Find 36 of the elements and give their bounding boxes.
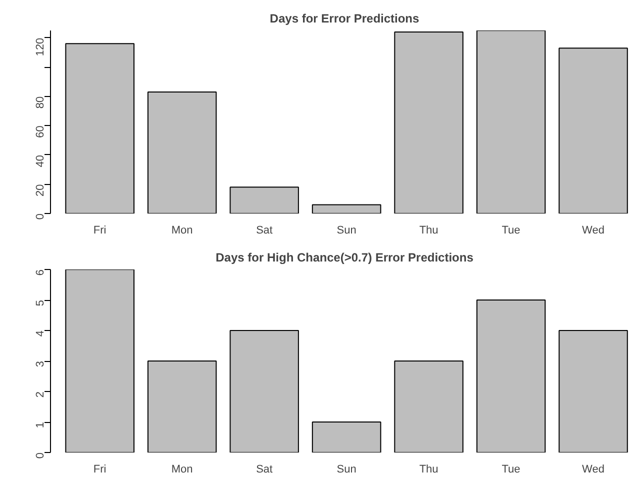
y-tick-label: 0 (34, 452, 46, 459)
bar (312, 422, 382, 452)
bar (230, 330, 299, 452)
x-tick-label: Thu (419, 464, 438, 476)
bar (476, 300, 546, 452)
y-tick-label: 40 (34, 154, 46, 168)
x-tick-label: Wed (582, 224, 604, 236)
bar (394, 360, 464, 452)
y-tick-label: 4 (34, 330, 46, 337)
y-tick-label: 120 (34, 38, 46, 56)
x-tick-label: Tue (502, 224, 520, 236)
x-tick-label: Fri (93, 224, 106, 236)
chart-title: Days for Error Predictions (270, 12, 420, 26)
y-tick-label: 1 (34, 422, 46, 428)
x-tick-label: Sat (256, 224, 273, 236)
y-tick-label: 20 (34, 184, 46, 196)
bar (147, 360, 217, 452)
bar (65, 270, 134, 452)
x-tick-label: Sun (336, 224, 356, 236)
x-tick-label: Tue (502, 464, 520, 476)
y-tick-label: 80 (34, 96, 46, 109)
x-tick-label: Mon (171, 224, 193, 236)
y-tick-label: 0 (34, 213, 46, 220)
x-tick-label: Sun (336, 464, 356, 476)
chart-title: Days for High Chance(>0.7) Error Predictions (216, 250, 474, 264)
y-tick-label: 60 (34, 126, 46, 138)
x-tick-label: Thu (419, 224, 438, 236)
x-tick-label: Fri (93, 464, 106, 476)
y-tick-label: 3 (34, 360, 46, 368)
x-tick-label: Wed (582, 464, 604, 476)
y-tick-label: 5 (34, 300, 46, 306)
y-tick-label: 6 (34, 269, 46, 276)
x-tick-label: Sat (256, 464, 273, 476)
x-tick-label: Mon (171, 464, 193, 476)
bar (558, 330, 628, 452)
y-tick-label: 2 (34, 391, 46, 398)
